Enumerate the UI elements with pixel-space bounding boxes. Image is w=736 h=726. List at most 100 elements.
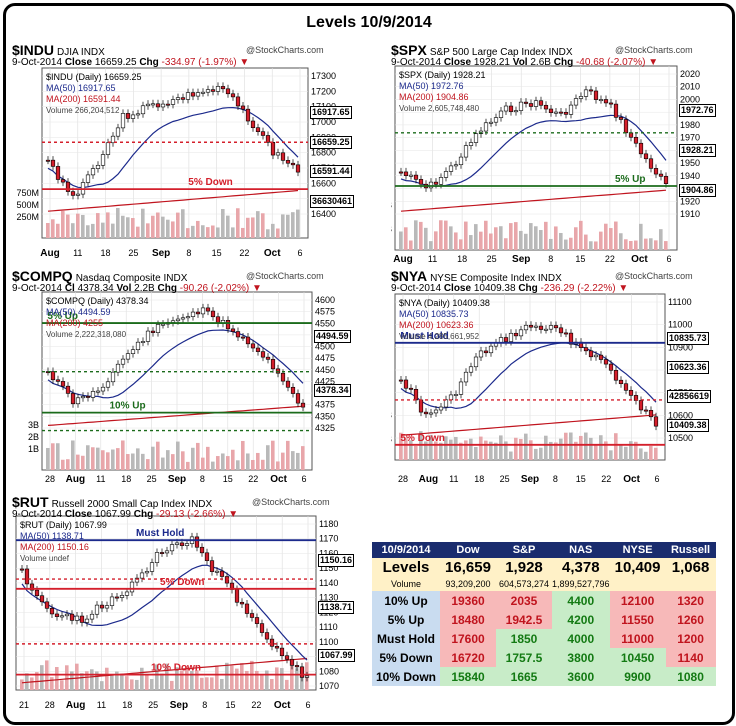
chart-symbol: $INDU (12, 42, 55, 58)
levels-table: 10/9/2014 Dow S&P NAS NYSE Russell Levels 16,65… (372, 542, 716, 686)
plot-area (41, 67, 309, 239)
volume-bar (554, 226, 558, 250)
candle-body (295, 393, 301, 404)
x-tick-label: 11 (73, 248, 82, 258)
volume-bar (110, 674, 114, 690)
volume-bar (146, 223, 150, 238)
volume-bar (255, 670, 259, 690)
volume-bar (121, 215, 125, 238)
candle-body (523, 324, 529, 331)
volume-bar (91, 447, 95, 470)
candle-body (224, 576, 230, 584)
ma50-line (21, 564, 308, 661)
candle-body (65, 181, 71, 192)
candle-body (90, 168, 96, 176)
chart-plot-svg: 28 Aug 11 18 25 Sep 8 15 22 Oct 6 11100 11000 10900 10… (391, 293, 693, 484)
candle-body (105, 142, 111, 155)
row-label: Volume (372, 577, 440, 591)
volume-bar (295, 668, 299, 690)
volume-bar (206, 446, 210, 470)
watermark: @StockCharts.com (252, 497, 330, 507)
candle-body (99, 604, 105, 609)
chart-symbol: $COMPQ (12, 268, 73, 284)
chart-header: $INDU DJIA INDX @StockCharts.com (12, 42, 324, 58)
candle-body (165, 103, 171, 106)
chart-symbol: $NYA (391, 268, 428, 284)
y-tick-label: 4500 (315, 342, 335, 352)
chart-plot-svg: Aug111825Sep81522Oct62020201020001990198… (391, 65, 700, 264)
row-label: 10% Up (372, 591, 440, 610)
table-header-row: 10/9/2014 Dow S&P NAS NYSE Russell (372, 542, 716, 558)
candle-body (170, 99, 176, 105)
candle-body (643, 409, 649, 412)
volume-bar (399, 231, 403, 250)
candle-body (110, 371, 116, 383)
volume-bar (634, 441, 638, 460)
volume-bar (176, 441, 180, 470)
y-tick-label: 1170 (319, 534, 338, 544)
candle-body (448, 394, 454, 401)
x-tick-label: Aug (419, 474, 438, 484)
x-tick-label: Oct (270, 474, 287, 484)
candle-body (70, 191, 76, 196)
candle-body (239, 601, 245, 605)
candle-body (608, 102, 614, 105)
candle-body (553, 325, 559, 329)
candle-body (290, 162, 296, 166)
volume-bar (241, 440, 245, 470)
volume-bar (141, 208, 145, 238)
candle-body (533, 100, 539, 107)
volume-bar (280, 668, 284, 690)
x-tick-label: 8 (202, 700, 207, 710)
candle-body (638, 400, 644, 411)
legend-ma50: MA(50) 1138.71 (20, 531, 84, 541)
candle-body (95, 390, 101, 393)
volume-bar (639, 223, 643, 250)
candle-body (513, 332, 519, 337)
ma200-line (21, 657, 308, 684)
volume-bar (509, 451, 513, 460)
candle-body (59, 615, 65, 618)
table-cell: 4000 (552, 629, 610, 648)
volume-bar (216, 456, 220, 470)
row-label: Levels (372, 558, 440, 577)
candle-body (294, 665, 300, 668)
y-tick-label: 4475 (315, 353, 335, 363)
volume-bar (644, 238, 648, 250)
chart-description: S&P 500 Large Cap Index INDX (429, 47, 573, 58)
candle-body (285, 380, 291, 388)
volume-bar (180, 670, 184, 690)
candle-body (438, 406, 444, 411)
candle-body (295, 164, 301, 173)
volume-bar (439, 220, 443, 250)
volume-bar (599, 231, 603, 250)
volume-bar (589, 241, 593, 250)
candle-body (403, 171, 409, 176)
volume-axis-label: 3B (28, 420, 39, 430)
candle-body (588, 350, 594, 358)
volume-bar (414, 445, 418, 460)
row-label: 10% Down (372, 667, 440, 686)
volume-bar (140, 667, 144, 690)
price-tag: 1972.76 (679, 104, 716, 117)
volume-bar (55, 667, 59, 690)
volume-bar (66, 214, 70, 238)
candle-body (195, 92, 201, 97)
volume-bar (85, 671, 89, 690)
candle-body (225, 88, 231, 95)
volume-bar (409, 440, 413, 460)
volume-bar (190, 670, 194, 690)
legend-ma200: MA(200) 10623.36 (399, 320, 474, 330)
y-tick-label: 16600 (311, 178, 336, 188)
candle-body (503, 337, 509, 342)
candle-body (438, 177, 444, 185)
candle-body (204, 552, 210, 561)
volume-bar (290, 665, 294, 690)
volume-bar (220, 678, 224, 690)
price-tag: 1150.16 (318, 554, 355, 567)
table-header-cell: NYSE (609, 542, 666, 558)
table-cell: 93,209,200 (440, 577, 496, 591)
candle-body (44, 601, 50, 609)
volume-bar (424, 227, 428, 250)
candle-body (613, 369, 619, 381)
